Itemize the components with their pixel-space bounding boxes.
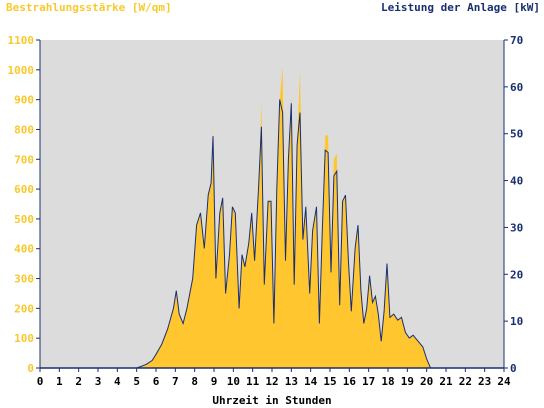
y-left-tick-label: 0	[27, 362, 34, 375]
left-axis-title: Bestrahlungsstärke [W/qm]	[6, 1, 172, 14]
x-tick-label: 6	[153, 375, 160, 388]
right-axis-title: Leistung der Anlage [kW]	[381, 1, 540, 14]
y-left-tick-label: 900	[14, 94, 34, 107]
x-tick-label: 21	[439, 375, 453, 388]
x-tick-label: 18	[381, 375, 394, 388]
y-left-tick-label: 500	[14, 213, 34, 226]
y-right-tick-label: 50	[510, 128, 523, 141]
x-tick-label: 17	[362, 375, 375, 388]
y-left-tick-label: 800	[14, 123, 34, 136]
x-tick-label: 16	[343, 375, 357, 388]
x-tick-label: 15	[323, 375, 336, 388]
x-axis-label: Uhrzeit in Stunden	[212, 394, 332, 407]
y-left-tick-label: 300	[14, 273, 34, 286]
y-left-tick-label: 600	[14, 183, 34, 196]
y-right-tick-label: 40	[510, 175, 523, 188]
irradiance-area-layer	[40, 66, 504, 369]
y-right-tick-label: 30	[510, 221, 523, 234]
y-left-tick-label: 400	[14, 243, 34, 256]
x-tick-label: 20	[420, 375, 433, 388]
y-right-tick-label: 60	[510, 81, 523, 94]
x-tick-label: 11	[246, 375, 260, 388]
axes	[36, 39, 508, 372]
x-tick-label: 12	[265, 375, 278, 388]
tick-labels: 0100200300400500600700800900100011000102…	[8, 34, 524, 388]
x-tick-label: 0	[37, 375, 44, 388]
x-tick-label: 1	[56, 375, 63, 388]
y-right-tick-label: 20	[510, 268, 523, 281]
y-left-tick-label: 1000	[8, 64, 35, 77]
power-line-layer	[40, 99, 504, 369]
x-tick-label: 19	[401, 375, 414, 388]
x-tick-label: 9	[211, 375, 218, 388]
y-left-tick-label: 100	[14, 332, 34, 345]
irradiance-area	[40, 66, 504, 369]
x-tick-label: 10	[227, 375, 240, 388]
x-tick-label: 4	[114, 375, 121, 388]
y-right-tick-label: 70	[510, 34, 523, 47]
y-right-tick-label: 0	[510, 362, 517, 375]
x-tick-label: 8	[191, 375, 198, 388]
x-tick-label: 14	[304, 375, 318, 388]
x-tick-label: 5	[133, 375, 140, 388]
x-tick-label: 2	[75, 375, 82, 388]
x-tick-label: 23	[478, 375, 491, 388]
y-left-tick-label: 200	[14, 302, 34, 315]
x-tick-label: 3	[95, 375, 102, 388]
x-tick-label: 7	[172, 375, 179, 388]
y-left-tick-label: 700	[14, 153, 34, 166]
y-left-tick-label: 1100	[8, 34, 35, 47]
x-tick-label: 13	[285, 375, 298, 388]
power-line	[40, 99, 504, 369]
x-tick-label: 24	[497, 375, 511, 388]
x-tick-label: 22	[459, 375, 472, 388]
y-right-tick-label: 10	[510, 315, 523, 328]
